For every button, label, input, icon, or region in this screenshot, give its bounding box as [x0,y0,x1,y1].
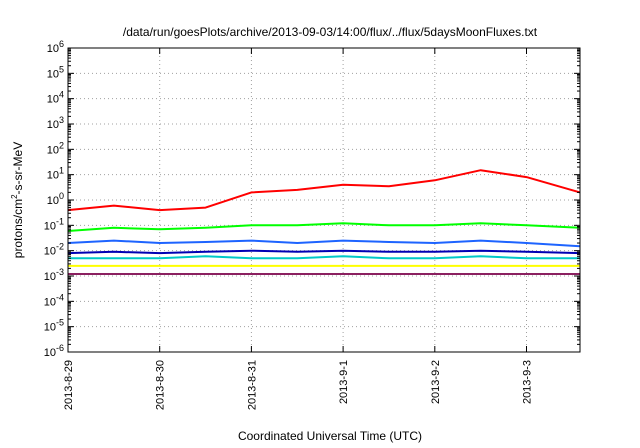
y-tick-exponent: -4 [56,292,64,302]
series-group [67,169,581,275]
y-tick-exponent: -3 [56,267,64,277]
y-tick-label: 10-4 [44,292,64,308]
y-tick-base: 10 [47,119,59,131]
x-tick-label: 2013-8-30 [155,360,167,410]
y-tick-base: 10 [44,271,56,283]
series-line [67,222,581,232]
y-tick-exponent: 6 [59,39,64,49]
x-tick-label: 2013-8-31 [246,360,258,410]
y-tick-exponent: -1 [56,216,64,226]
y-tick-base: 10 [47,68,59,80]
y-tick-label: 102 [47,140,64,156]
y-tick-label: 101 [47,166,64,182]
y-tick-label: 10-1 [44,216,64,232]
y-tick-exponent: -6 [56,343,64,353]
y-tick-exponent: 3 [59,115,64,125]
y-tick-label: 10-3 [44,267,64,283]
y-tick-label: 106 [47,39,64,55]
y-tick-base: 10 [44,347,56,359]
y-tick-base: 10 [44,220,56,232]
y-tick-exponent: -2 [56,242,64,252]
axis-ticks [67,47,580,353]
x-tick-label: 2013-9-1 [338,360,350,404]
y-tick-label: 104 [47,90,64,106]
x-tick-label: 2013-9-3 [522,360,534,404]
y-tick-exponent: 5 [59,64,64,74]
series-line [67,239,581,248]
y-axis-title-superscript: 2 [10,194,19,199]
y-tick-base: 10 [47,144,59,156]
y-tick-exponent: 0 [59,191,64,201]
y-tick-base: 10 [44,246,56,258]
series-line [68,255,580,260]
y-tick-base: 10 [47,195,59,207]
y-axis-title-rest: -s-sr-MeV [11,142,25,195]
y-tick-exponent: 1 [59,166,64,176]
x-tick-labels: 2013-8-29 2013-8-30 2013-8-31 2013-9-1 2013-… [63,360,534,410]
y-tick-label: 103 [47,115,64,131]
y-tick-base: 10 [47,94,59,106]
y-tick-labels: 10-610-510-410-310-210-11001011021031041… [44,39,64,359]
y-axis-title: protons/cm2-s-sr-MeV [10,142,25,258]
series-line [67,169,581,212]
x-axis-title: Coordinated Universal Time (UTC) [238,429,422,443]
y-tick-exponent: 2 [59,140,64,150]
y-tick-label: 10-5 [44,318,64,334]
x-tick-label: 2013-9-2 [430,360,442,404]
y-tick-base: 10 [47,43,59,55]
y-tick-base: 10 [44,322,56,334]
y-tick-label: 100 [47,191,64,207]
y-tick-exponent: -5 [56,318,64,328]
grid [68,48,580,352]
y-axis-title-base: protons/cm [11,199,25,258]
y-tick-base: 10 [47,170,59,182]
y-tick-label: 10-2 [44,242,64,258]
y-tick-base: 10 [44,296,56,308]
y-tick-label: 10-6 [44,343,64,359]
x-tick-label: 2013-8-29 [63,360,75,410]
y-tick-exponent: 4 [59,90,64,100]
chart-title: /data/run/goesPlots/archive/2013-09-03/1… [123,25,538,39]
y-tick-label: 105 [47,64,64,80]
series-line [67,249,581,255]
